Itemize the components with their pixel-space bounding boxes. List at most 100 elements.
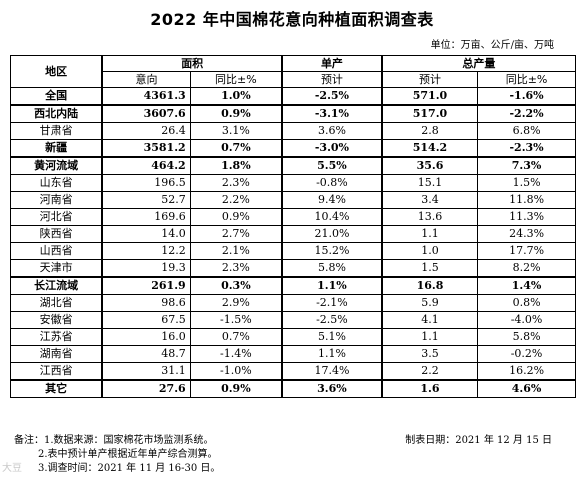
- cell-area-yoy: 0.9%: [189, 104, 284, 123]
- table-row: 天津市 19.3 2.3% 5.8% 1.5 8.2%: [10, 259, 576, 278]
- cell-area-intent: 464.2: [101, 156, 191, 175]
- table-row: 河北省 169.6 0.9% 10.4% 13.6 11.3%: [10, 208, 576, 226]
- cell-region-name: 山东省: [10, 174, 104, 192]
- cell-region-name: 其它: [10, 379, 104, 398]
- cell-region-name: 山西省: [10, 242, 104, 260]
- cell-region-name: 甘肃省: [10, 122, 104, 140]
- header-area-yoy: 同比±%: [189, 71, 284, 88]
- cell-area-intent: 19.3: [101, 259, 191, 278]
- cell-area-intent: 16.0: [101, 328, 191, 346]
- cell-yield-forecast: 5.5%: [281, 156, 383, 175]
- header-intent: 意向: [101, 71, 191, 88]
- cell-area-intent: 4361.3: [101, 87, 191, 106]
- table-row: 江苏省 16.0 0.7% 5.1% 1.1 5.8%: [10, 328, 576, 346]
- cell-output-yoy: 8.2%: [477, 259, 576, 278]
- cell-area-yoy: 2.7%: [189, 225, 284, 243]
- cell-yield-forecast: 1.1%: [281, 345, 383, 363]
- units-label: 单位：万亩、公斤/亩、万吨: [430, 40, 554, 51]
- table-row: 黄河流域 464.2 1.8% 5.5% 35.6 7.3%: [10, 156, 576, 175]
- cell-area-yoy: -1.0%: [189, 362, 284, 381]
- table-row: 安徽省 67.5 -1.5% -2.5% 4.1 -4.0%: [10, 311, 576, 329]
- cell-area-intent: 67.5: [101, 311, 191, 329]
- cell-output-forecast: 4.1: [381, 311, 479, 329]
- cell-area-yoy: 2.9%: [189, 294, 284, 312]
- cell-output-yoy: 4.6%: [477, 379, 576, 398]
- cell-area-intent: 26.4: [101, 122, 191, 140]
- cell-region-name: 湖南省: [10, 345, 104, 363]
- cell-yield-forecast: -2.5%: [281, 87, 383, 106]
- cell-area-intent: 12.2: [101, 242, 191, 260]
- table-date: 制表日期：2021 年 12 月 15 日: [405, 435, 552, 446]
- cell-output-forecast: 514.2: [381, 139, 479, 158]
- table-row: 甘肃省 26.4 3.1% 3.6% 2.8 6.8%: [10, 122, 576, 140]
- cell-output-forecast: 3.4: [381, 191, 479, 209]
- cell-output-yoy: 11.3%: [477, 208, 576, 226]
- cotton-area-table: 地区 面积 单产 总产量 意向 同比±% 预计 预计 同比±% 全国 4361.3…: [10, 55, 576, 398]
- cell-yield-forecast: 15.2%: [281, 242, 383, 260]
- table-row: 西北内陆 3607.6 0.9% -3.1% 517.0 -2.2%: [10, 104, 576, 123]
- table-row: 河南省 52.7 2.2% 9.4% 3.4 11.8%: [10, 191, 576, 209]
- cell-area-yoy: -1.5%: [189, 311, 284, 329]
- table-row: 湖南省 48.7 -1.4% 1.1% 3.5 -0.2%: [10, 345, 576, 363]
- cell-area-intent: 27.6: [101, 379, 191, 398]
- cell-output-forecast: 5.9: [381, 294, 479, 312]
- cell-area-yoy: -1.4%: [189, 345, 284, 363]
- cell-output-forecast: 517.0: [381, 104, 479, 123]
- cell-area-intent: 169.6: [101, 208, 191, 226]
- cell-region-name: 陕西省: [10, 225, 104, 243]
- cell-output-yoy: -4.0%: [477, 311, 576, 329]
- cell-yield-forecast: 9.4%: [281, 191, 383, 209]
- cell-output-yoy: -2.3%: [477, 139, 576, 158]
- cell-yield-forecast: 3.6%: [281, 379, 383, 398]
- table-row: 长江流域 261.9 0.3% 1.1% 16.8 1.4%: [10, 276, 576, 295]
- cell-yield-forecast: 5.8%: [281, 259, 383, 278]
- cell-output-yoy: 5.8%: [477, 328, 576, 346]
- table-body: 全国 4361.3 1.0% -2.5% 571.0 -1.6% 西北内陆 3607.6 0.9…: [10, 87, 576, 398]
- cell-area-yoy: 1.0%: [189, 87, 284, 106]
- header-yield: 单产: [281, 55, 383, 72]
- cell-output-forecast: 2.2: [381, 362, 479, 381]
- cell-area-intent: 261.9: [101, 276, 191, 295]
- cell-output-forecast: 16.8: [381, 276, 479, 295]
- cell-yield-forecast: -0.8%: [281, 174, 383, 192]
- cell-yield-forecast: 3.6%: [281, 122, 383, 140]
- cell-area-intent: 48.7: [101, 345, 191, 363]
- header-region: 地区: [10, 55, 104, 88]
- cell-output-yoy: -1.6%: [477, 87, 576, 106]
- note-survey-time: 3.调查时间：2021 年 11 月 16-30 日。: [38, 463, 221, 474]
- cell-output-yoy: -2.2%: [477, 104, 576, 123]
- cell-area-intent: 3607.6: [101, 104, 191, 123]
- watermark: 大豆: [2, 463, 22, 474]
- cell-area-yoy: 2.3%: [189, 259, 284, 278]
- cell-yield-forecast: 17.4%: [281, 362, 383, 381]
- cell-area-yoy: 0.7%: [189, 328, 284, 346]
- cell-yield-forecast: -2.1%: [281, 294, 383, 312]
- cell-output-yoy: 1.5%: [477, 174, 576, 192]
- table-row: 全国 4361.3 1.0% -2.5% 571.0 -1.6%: [10, 87, 576, 106]
- cell-output-forecast: 13.6: [381, 208, 479, 226]
- cell-region-name: 长江流域: [10, 276, 104, 295]
- cell-area-yoy: 0.7%: [189, 139, 284, 158]
- footnotes: 备注：1.数据来源：国家棉花市场监测系统。 2.表中预计单产根据近年单产综合测算…: [14, 434, 574, 476]
- cell-region-name: 江西省: [10, 362, 104, 381]
- table-row: 山西省 12.2 2.1% 15.2% 1.0 17.7%: [10, 242, 576, 260]
- cell-area-intent: 196.5: [101, 174, 191, 192]
- cell-output-yoy: 7.3%: [477, 156, 576, 175]
- page-title: 2022 年中国棉花意向种植面积调查表: [150, 10, 434, 29]
- cell-region-name: 湖北省: [10, 294, 104, 312]
- cell-region-name: 天津市: [10, 259, 104, 278]
- cell-output-yoy: 1.4%: [477, 276, 576, 295]
- note-yield: 2.表中预计单产根据近年单产综合测算。: [38, 449, 218, 460]
- cell-yield-forecast: 21.0%: [281, 225, 383, 243]
- table-row: 湖北省 98.6 2.9% -2.1% 5.9 0.8%: [10, 294, 576, 312]
- cell-output-yoy: 6.8%: [477, 122, 576, 140]
- cell-region-name: 黄河流域: [10, 156, 104, 175]
- header-output-yoy: 同比±%: [477, 71, 576, 88]
- header-yield-forecast: 预计: [281, 71, 383, 88]
- cell-region-name: 安徽省: [10, 311, 104, 329]
- cell-area-yoy: 1.8%: [189, 156, 284, 175]
- cell-area-yoy: 0.9%: [189, 379, 284, 398]
- table-row: 新疆 3581.2 0.7% -3.0% 514.2 -2.3%: [10, 139, 576, 158]
- cell-region-name: 河北省: [10, 208, 104, 226]
- cell-output-forecast: 1.1: [381, 225, 479, 243]
